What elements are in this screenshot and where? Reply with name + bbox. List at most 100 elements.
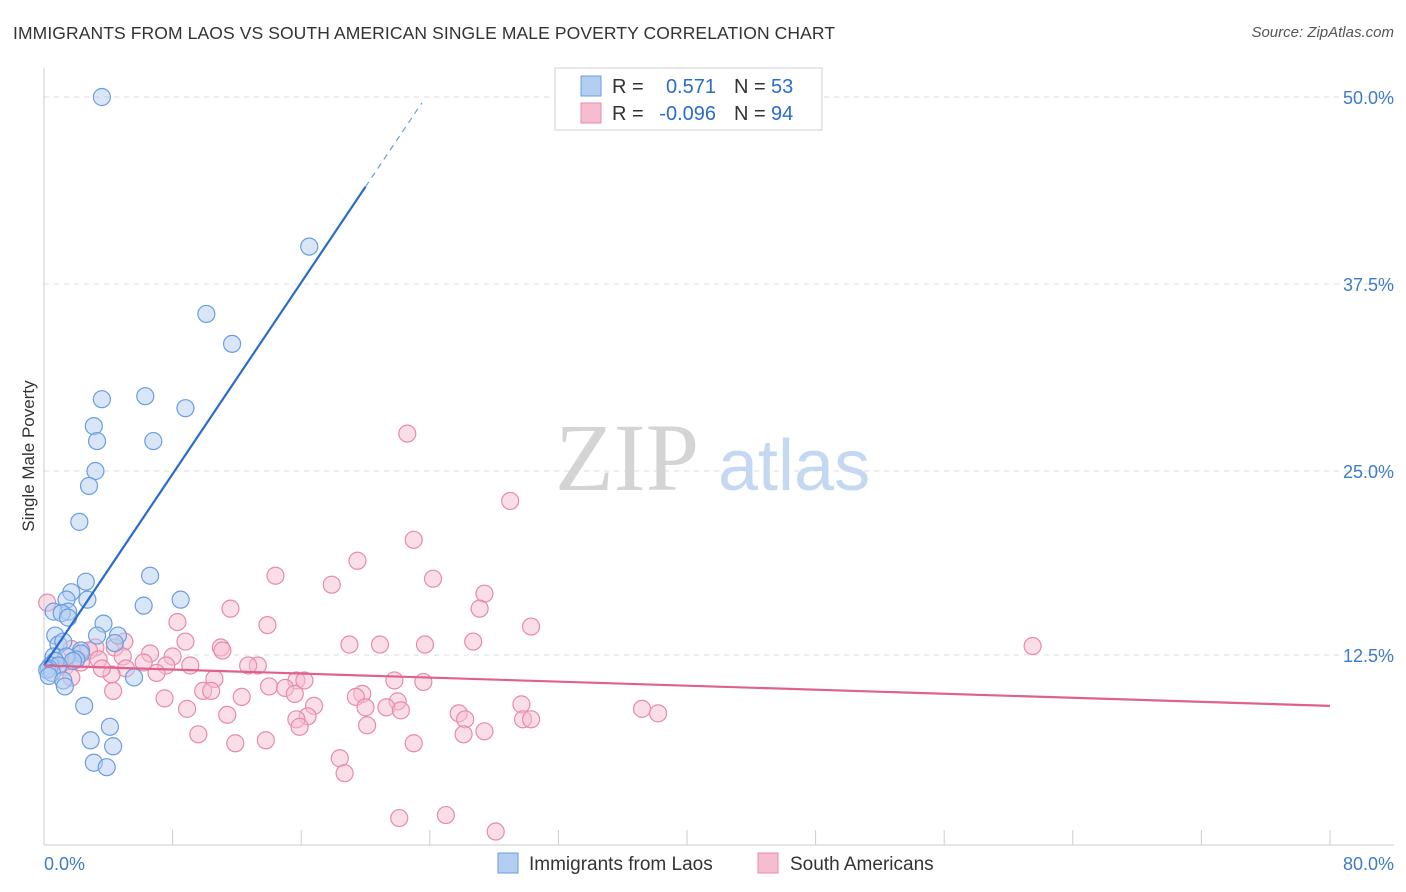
south-americans-point-4 [348,551,367,570]
watermark-atlas: atlas [718,426,870,506]
laos-point-9 [144,431,163,451]
y-tick-label-1: 25.0% [1343,462,1394,482]
legend-swatch-south-americans [580,102,602,124]
south-americans-point-18 [370,635,390,654]
south-americans-point-72 [456,710,475,729]
south-americans-point-37 [239,656,258,675]
laos-point-29 [105,633,124,653]
south-americans-point-10 [470,599,489,618]
south-americans-point-6 [423,569,443,588]
south-americans-point-63 [512,695,531,714]
laos-point-48 [100,717,120,736]
south-americans-point-9 [221,599,240,618]
x-tick-label-min: 0.0% [44,854,85,874]
south-americans-point-12 [258,615,277,635]
y-tick-label-0: 12.5% [1343,646,1394,666]
y-axis-label: Single Male Poverty [19,380,38,532]
trend-lines [43,102,1331,707]
south-americans-point-48 [385,671,404,690]
south-americans-point-83 [404,734,423,753]
south-americans-point-53 [202,681,221,701]
laos-point-23 [59,608,78,627]
laos-point-4 [136,387,155,406]
legend-n-label-south-americans: N = [734,103,766,125]
legend-r-value-laos: 0.571 [666,76,716,98]
y-tick-labels: 12.5% 25.0% 37.5% 50.0% [1343,88,1394,666]
south-americans-point-11 [168,612,187,632]
south-americans-point-17 [340,635,359,654]
legend-r-label-laos: R = [612,76,644,98]
south-americans-point-86 [390,808,409,828]
chart-source: Source: ZipAtlas.com [1251,24,1394,41]
south-americans-point-56 [104,681,123,701]
south-americans-point-46 [295,671,314,690]
south-americans-point-1 [398,424,417,443]
south-americans-point-5 [266,566,285,585]
south-americans-point-50 [259,677,279,696]
bottom-legend-label-south-americans: South Americans [790,854,934,875]
south-americans-point-68 [632,699,652,718]
top-legend: R = 0.571 N = 53 R = -0.096 N = 94 [554,67,823,131]
y-tick-label-2: 37.5% [1343,275,1394,295]
laos-point-18 [171,590,190,609]
legend-n-value-laos: 53 [771,76,793,98]
trend-line-laos [43,186,367,667]
laos-point-46 [55,677,74,696]
south-americans-point-81 [256,731,275,750]
south-americans-point-87 [436,805,455,825]
south-americans-point-79 [454,725,473,744]
laos-point-7 [84,417,103,436]
laos-point-19 [134,596,153,615]
bottom-legend-label-laos: Immigrants from Laos [529,854,713,875]
laos-point-2 [197,304,216,324]
laos-point-30 [87,626,107,645]
south-americans-point-74 [521,710,541,729]
laos-point-0 [92,87,111,107]
south-americans-point-85 [335,764,354,783]
laos-point-45 [124,668,144,687]
south-americans-point-32 [134,653,153,672]
south-americans-point-13 [521,617,541,636]
x-tick-marks [43,830,1331,845]
south-americans-point-7 [322,575,341,594]
series-south-americans-points [38,424,1042,841]
laos-point-49 [81,731,100,750]
south-americans-point-27 [213,641,232,660]
laos-point-11 [79,476,99,496]
south-americans-point-2 [501,491,520,511]
bottom-legend-swatch-south-americans [757,852,779,874]
chart-title: IMMIGRANTS FROM LAOS VS SOUTH AMERICAN S… [13,23,836,43]
watermark: ZIP atlas [555,404,870,511]
south-americans-point-59 [155,689,174,708]
south-americans-point-67 [218,705,237,724]
laos-point-50 [104,737,123,756]
south-americans-point-88 [486,822,505,841]
south-americans-point-54 [285,684,304,704]
south-americans-point-20 [1023,636,1042,656]
trend-line-laos-extension [365,102,423,188]
south-americans-point-76 [290,717,309,736]
bottom-legend-swatch-laos [497,852,519,874]
south-americans-point-41 [147,663,166,683]
y-tick-label-3: 50.0% [1343,88,1394,108]
south-americans-point-15 [176,632,195,651]
south-americans-point-65 [391,701,410,720]
legend-n-value-south-americans: 94 [771,103,793,125]
laos-point-6 [176,399,195,418]
south-americans-point-49 [414,672,433,692]
legend-n-label-laos: N = [734,76,766,98]
laos-point-8 [87,431,107,451]
south-americans-point-14 [464,632,483,651]
watermark-zip: ZIP [555,404,699,511]
legend-swatch-laos [580,75,602,97]
grid-layer [44,96,1394,656]
laos-point-52 [97,758,116,777]
south-americans-point-58 [232,687,251,706]
axes-layer [43,68,1394,846]
trend-line-south-americans [43,664,1331,707]
legend-r-value-south-americans: -0.096 [659,103,716,125]
laos-point-47 [75,696,94,715]
south-americans-point-78 [475,722,494,741]
